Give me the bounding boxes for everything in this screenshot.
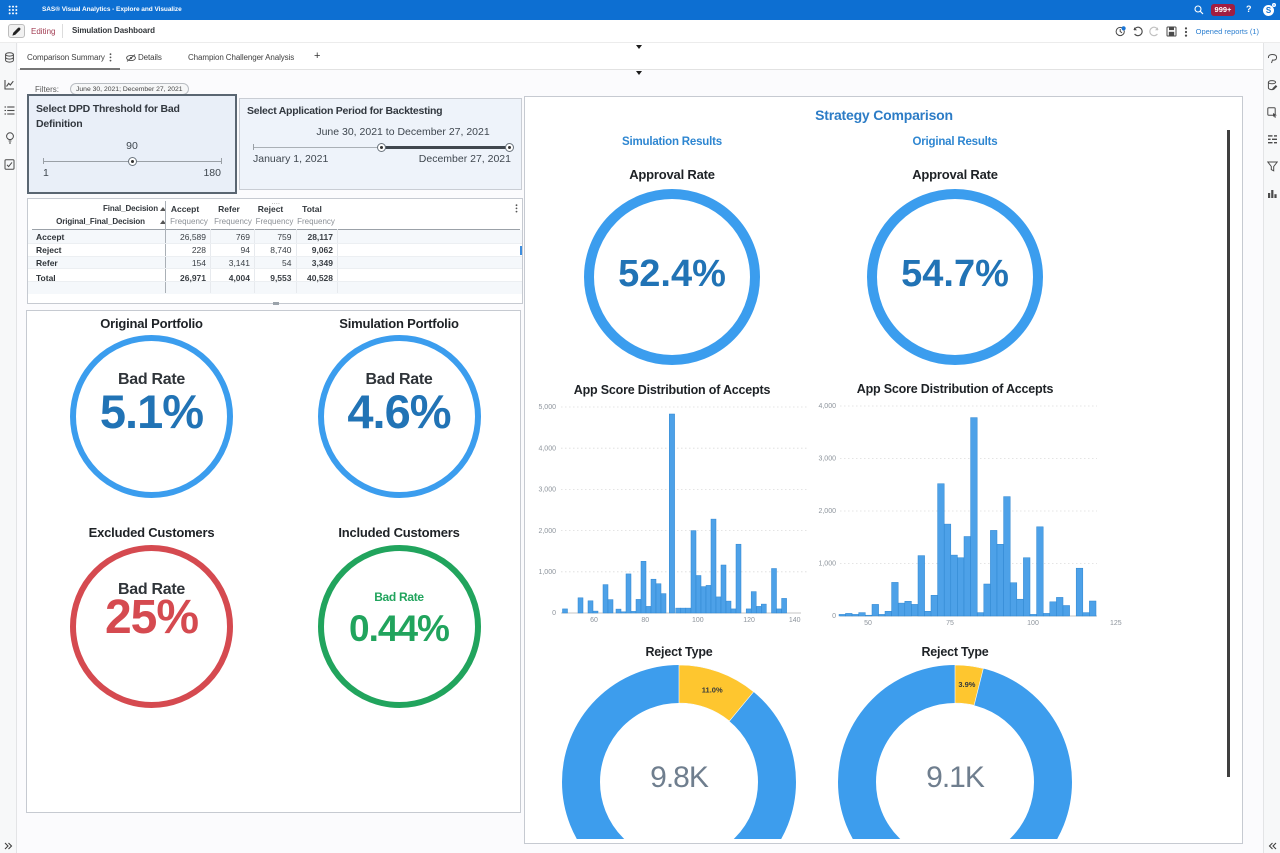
svg-text:9.8K: 9.8K — [650, 761, 709, 794]
svg-text:60: 60 — [590, 617, 598, 624]
svg-text:125: 125 — [1110, 620, 1122, 627]
svg-text:75: 75 — [946, 620, 954, 627]
svg-text:2,000: 2,000 — [538, 528, 556, 535]
svg-text:4,000: 4,000 — [538, 445, 556, 452]
svg-text:100: 100 — [692, 617, 704, 624]
svg-text:100: 100 — [1027, 620, 1039, 627]
svg-text:9.1K: 9.1K — [926, 761, 985, 794]
svg-text:3.9%: 3.9% — [958, 680, 975, 689]
svg-text:1,000: 1,000 — [538, 569, 556, 576]
svg-text:11.0%: 11.0% — [702, 685, 723, 694]
svg-text:3,000: 3,000 — [818, 456, 836, 463]
svg-text:0: 0 — [552, 610, 556, 617]
svg-text:5,000: 5,000 — [538, 404, 556, 411]
svg-text:2,000: 2,000 — [818, 508, 836, 515]
svg-text:50: 50 — [864, 620, 872, 627]
svg-text:80: 80 — [641, 617, 649, 624]
svg-text:3,000: 3,000 — [538, 487, 556, 494]
svg-text:120: 120 — [743, 617, 755, 624]
svg-text:4,000: 4,000 — [818, 403, 836, 410]
svg-text:0: 0 — [832, 613, 836, 620]
svg-text:1,000: 1,000 — [818, 561, 836, 568]
svg-text:140: 140 — [789, 617, 801, 624]
